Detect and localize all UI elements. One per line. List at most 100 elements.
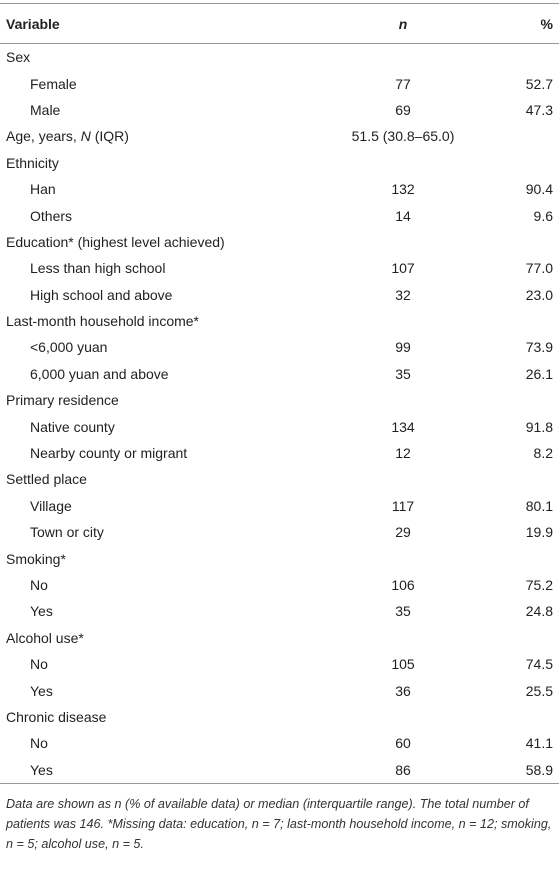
empty-cell [310, 44, 496, 71]
footnote: Data are shown as n (% of available data… [6, 796, 552, 851]
header-cell: n [310, 3, 496, 44]
header-row: Variable n % [0, 3, 559, 44]
header-cell: Variable [0, 3, 310, 44]
item-pct: 73.9 [525, 339, 553, 356]
data-table: Variable n % Sex Female 77 52.7 Male 69 47.3 Ag… [0, 3, 559, 784]
table-body: Sex Female 77 52.7 Male 69 47.3 Age, years, N (… [0, 44, 559, 784]
item-row: Village 117 80.1 [0, 493, 559, 519]
empty-cell [310, 308, 496, 334]
page: Variable n % Sex Female 77 52.7 Male 69 47.3 Ag… [0, 3, 559, 874]
item-n: 77 [395, 75, 411, 92]
item-pct: 19.9 [525, 524, 553, 541]
item-label: No [30, 735, 48, 752]
item-row: High school and above 32 23.0 [0, 282, 559, 308]
group-row: Settled place [0, 466, 559, 492]
item-pct: 74.5 [525, 656, 553, 673]
item-n: 105 [391, 656, 415, 673]
empty-cell [310, 545, 496, 571]
item-n: 32 [395, 286, 411, 303]
item-pct: 24.8 [525, 603, 553, 620]
item-row: Nearby county or migrant 12 8.2 [0, 440, 559, 466]
item-pct: 77.0 [525, 260, 553, 277]
item-row: Yes 86 58.9 [0, 756, 559, 784]
item-label: Village [30, 497, 72, 514]
empty-cell [310, 466, 496, 492]
item-n: 99 [395, 339, 411, 356]
item-n: 132 [391, 181, 415, 198]
item-pct: 41.1 [525, 735, 553, 752]
item-row: Female 77 52.7 [0, 70, 559, 96]
empty-cell [496, 466, 559, 492]
group-row: Education* (highest level achieved) [0, 229, 559, 255]
label-part: Age, years, [6, 128, 81, 145]
group-row: Sex [0, 44, 559, 71]
item-row: Town or city 29 19.9 [0, 519, 559, 545]
item-label: Yes [0, 756, 310, 784]
item-label: Yes [30, 682, 53, 699]
item-n: 106 [391, 577, 415, 593]
item-n: 69 [395, 101, 411, 118]
item-pct: 9.6 [533, 207, 553, 224]
item-n: 14 [395, 207, 411, 224]
item-pct: 52.7 [525, 75, 553, 92]
group-label: Sex [6, 49, 31, 66]
item-pct: 75.2 [525, 577, 553, 593]
group-row: Smoking* [0, 545, 559, 571]
item-pct: 26.1 [525, 365, 553, 382]
item-n: 35 [395, 603, 411, 620]
item-label: High school and above [30, 286, 173, 303]
group-row: Primary residence [0, 387, 559, 413]
table-header: Variable n % [0, 3, 559, 44]
group-row: Ethnicity [0, 150, 559, 176]
item-n: 117 [391, 497, 415, 514]
item-n: 12 [395, 445, 411, 462]
group-label: Last-month household income* [6, 313, 200, 330]
empty-cell [496, 625, 559, 651]
empty-cell [496, 229, 559, 255]
item-label: Less than high school [30, 260, 166, 277]
item-pct: 58.9 [496, 756, 559, 784]
label-part: (IQR) [90, 128, 129, 145]
empty-cell [310, 387, 496, 413]
empty-cell [496, 387, 559, 413]
item-label: Others [30, 207, 73, 224]
item-label: Male [30, 101, 61, 118]
group-label: Smoking* [6, 550, 66, 567]
group-row: Alcohol use* [0, 625, 559, 651]
item-n: 36 [395, 682, 411, 699]
item-label: <6,000 yuan [30, 339, 108, 356]
item-label: 6,000 yuan and above [30, 365, 169, 382]
item-n: 60 [395, 735, 411, 752]
item-row: Less than high school 107 77.0 [0, 255, 559, 281]
group-row: Chronic disease [0, 704, 559, 730]
empty-cell [496, 704, 559, 730]
empty-cell [496, 308, 559, 334]
item-pct: 90.4 [525, 181, 553, 198]
item-row: No 106 75.2 [0, 572, 559, 598]
empty-cell [496, 150, 559, 176]
item-row: Others 14 9.6 [0, 202, 559, 228]
empty-cell [496, 545, 559, 571]
empty-cell [310, 704, 496, 730]
item-label: Nearby county or migrant [30, 445, 188, 462]
empty-cell [310, 625, 496, 651]
item-row: Yes 35 24.8 [0, 598, 559, 624]
empty-cell [310, 229, 496, 255]
item-pct: 80.1 [525, 497, 553, 514]
group-row: Age, years, N (IQR) 51.5 (30.8–65.0) [0, 123, 559, 149]
group-value: 51.5 (30.8–65.0) [351, 128, 455, 145]
item-row: Native county 134 91.8 [0, 413, 559, 439]
item-n: 86 [310, 756, 496, 784]
item-label: Han [30, 181, 56, 198]
label-part: N [80, 128, 91, 145]
group-label: Chronic disease [6, 708, 107, 725]
group-label: Primary residence [6, 392, 119, 409]
item-label: Female [30, 75, 77, 92]
header-cell: % [496, 3, 559, 44]
item-row: <6,000 yuan 99 73.9 [0, 334, 559, 360]
item-label: No [30, 577, 48, 593]
item-row: 6,000 yuan and above 35 26.1 [0, 361, 559, 387]
item-label: Yes [30, 603, 53, 620]
group-label: Alcohol use* [6, 629, 84, 646]
empty-cell [496, 123, 559, 149]
